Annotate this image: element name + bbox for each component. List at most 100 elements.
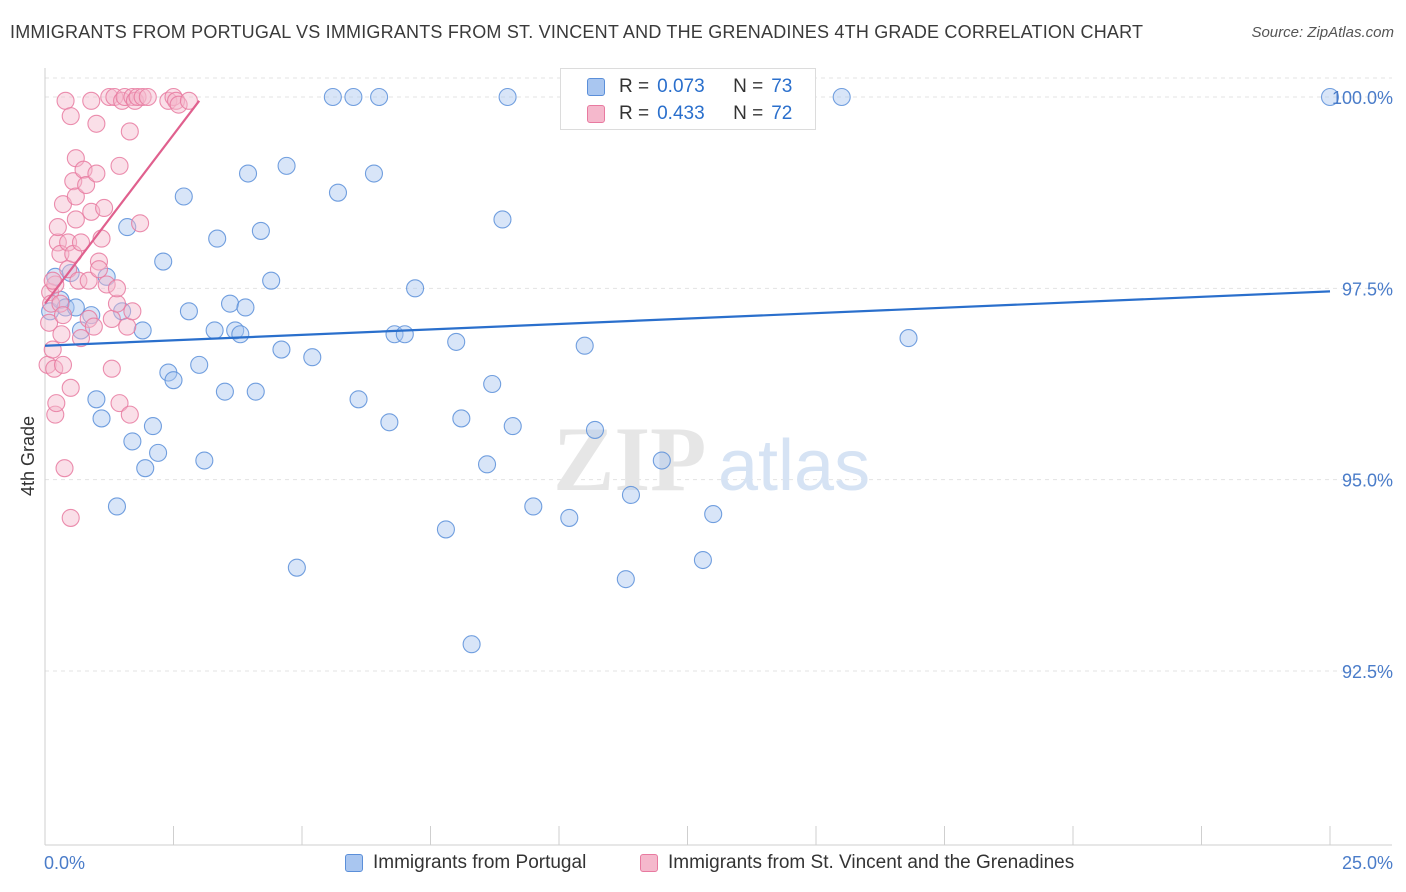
point-stvincent <box>87 164 106 183</box>
watermark-zip: ZIP <box>553 408 706 510</box>
point-portugal <box>575 336 594 355</box>
stats-n-label: N = <box>733 103 764 124</box>
point-stvincent <box>89 252 109 271</box>
point-portugal <box>370 87 389 107</box>
point-portugal <box>287 558 306 577</box>
point-stvincent <box>71 329 91 348</box>
point-portugal <box>277 156 296 175</box>
point-portugal <box>344 87 363 107</box>
point-portugal <box>220 294 240 313</box>
series-legend: Immigrants from Portugal Immigrants from… <box>0 852 1406 878</box>
point-portugal <box>231 325 250 344</box>
point-portugal <box>136 459 155 478</box>
stats-swatch-pink <box>587 105 605 123</box>
point-portugal <box>205 321 224 340</box>
stats-legend: R = 0.073 N = 73 R = 0.433 N = 72 <box>560 68 816 130</box>
point-portugal <box>585 420 605 439</box>
point-portugal <box>693 550 712 570</box>
point-portugal <box>498 87 517 107</box>
stats-row-portugal: R = 0.073 N = 73 <box>587 75 792 99</box>
point-portugal <box>215 382 234 401</box>
point-stvincent <box>110 156 129 175</box>
point-portugal <box>133 321 152 340</box>
watermark: ZIP atlas <box>553 408 870 510</box>
point-stvincent <box>110 394 129 413</box>
point-portugal <box>349 390 368 409</box>
point-stvincent <box>66 210 85 229</box>
trend-line-portugal <box>44 290 1331 347</box>
point-stvincent <box>47 394 66 413</box>
stats-swatch-blue <box>587 78 605 96</box>
stats-r-value: 0.433 <box>657 103 705 124</box>
x-tick-label: 25.0% <box>1342 853 1393 873</box>
point-portugal <box>87 390 106 409</box>
point-portugal <box>143 417 162 436</box>
point-stvincent <box>107 294 127 313</box>
point-stvincent <box>61 508 80 527</box>
y-axis-label: 4th Grade <box>18 416 38 496</box>
point-portugal <box>123 432 142 451</box>
point-stvincent <box>43 340 62 359</box>
point-portugal <box>164 371 183 390</box>
point-portugal <box>238 164 258 183</box>
point-portugal <box>195 451 214 470</box>
point-stvincent <box>56 91 75 110</box>
y-tick-label: 100.0% <box>1332 88 1393 108</box>
point-stvincent <box>45 359 64 378</box>
stats-r-label: R = <box>619 76 650 97</box>
point-stvincent <box>95 198 114 218</box>
point-portugal <box>251 221 270 240</box>
point-stvincent <box>169 95 188 114</box>
data-points <box>38 87 1340 654</box>
point-stvincent <box>61 378 80 397</box>
trend-line-stvincent <box>44 100 201 305</box>
point-portugal <box>328 183 348 202</box>
point-portugal <box>107 497 127 516</box>
y-tick-label: 92.5% <box>1342 662 1393 682</box>
point-stvincent <box>69 271 88 290</box>
point-portugal <box>97 267 116 286</box>
point-portugal <box>395 325 414 344</box>
point-stvincent <box>40 313 59 332</box>
point-stvincent <box>84 317 103 336</box>
point-portugal <box>704 505 723 524</box>
point-stvincent <box>87 114 106 133</box>
point-stvincent <box>53 306 73 325</box>
y-tick-label: 95.0% <box>1342 471 1393 491</box>
point-stvincent <box>115 87 134 107</box>
stats-r-value: 0.073 <box>657 76 705 97</box>
point-portugal <box>323 87 342 107</box>
point-portugal <box>477 455 497 474</box>
point-portugal <box>436 520 455 539</box>
point-portugal <box>154 252 173 271</box>
point-portugal <box>149 443 168 462</box>
legend-item-portugal: Immigrants from Portugal <box>345 852 586 874</box>
source-label: Source: ZipAtlas.com <box>1251 24 1394 41</box>
point-portugal <box>208 229 227 248</box>
point-portugal <box>92 409 111 428</box>
legend-swatch-pink <box>640 854 658 872</box>
y-tick-label: 97.5% <box>1342 279 1393 299</box>
tick-labels: 100.0% 97.5% 95.0% 92.5% 0.0% 25.0% 4th Grade <box>18 88 1393 873</box>
point-stvincent <box>79 271 98 290</box>
point-stvincent <box>53 355 73 374</box>
stats-n-value: 73 <box>771 76 793 97</box>
point-portugal <box>832 87 851 107</box>
point-portugal <box>899 329 918 348</box>
legend-label-portugal: Immigrants from Portugal <box>373 852 587 873</box>
point-stvincent <box>107 279 127 298</box>
point-portugal <box>380 413 399 432</box>
point-stvincent <box>48 233 67 252</box>
legend-label-stvincent: Immigrants from St. Vincent and the Gren… <box>668 852 1075 873</box>
point-stvincent <box>138 87 157 107</box>
point-portugal <box>493 210 512 229</box>
point-portugal <box>190 355 209 374</box>
point-portugal <box>364 164 384 183</box>
point-stvincent <box>51 294 70 313</box>
point-portugal <box>174 187 193 206</box>
point-stvincent <box>77 175 96 195</box>
point-portugal <box>179 302 198 321</box>
point-stvincent <box>179 91 198 110</box>
point-stvincent <box>120 405 139 424</box>
